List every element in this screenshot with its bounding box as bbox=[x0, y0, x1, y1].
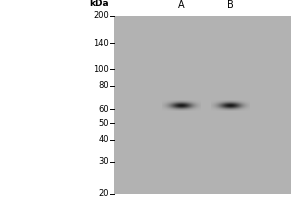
Text: 30: 30 bbox=[98, 158, 109, 166]
Text: 140: 140 bbox=[93, 38, 109, 47]
Text: 40: 40 bbox=[98, 136, 109, 144]
Text: A: A bbox=[178, 0, 184, 10]
Text: 200: 200 bbox=[93, 11, 109, 21]
Text: 20: 20 bbox=[98, 190, 109, 198]
Text: 50: 50 bbox=[98, 118, 109, 128]
Text: kDa: kDa bbox=[89, 0, 109, 8]
Text: 60: 60 bbox=[98, 104, 109, 114]
Text: B: B bbox=[227, 0, 234, 10]
Text: 100: 100 bbox=[93, 64, 109, 73]
Text: 80: 80 bbox=[98, 82, 109, 90]
